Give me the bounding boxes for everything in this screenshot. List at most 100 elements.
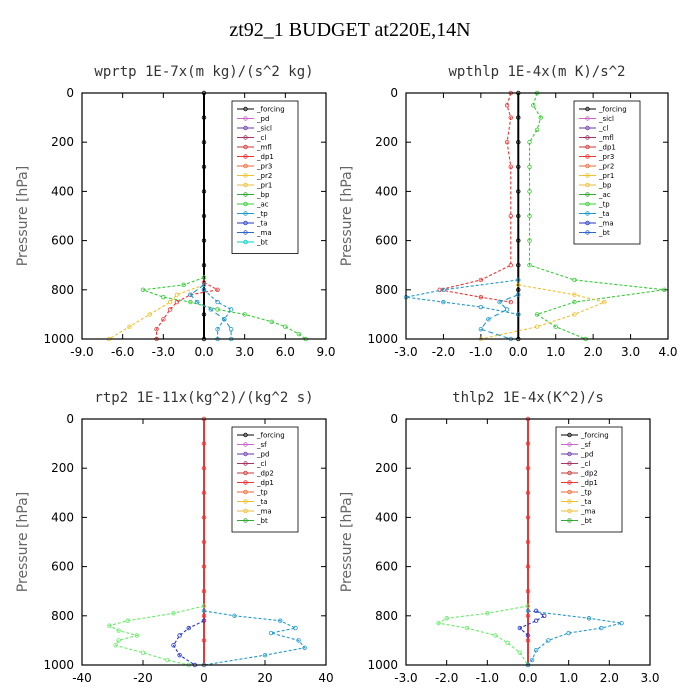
data-point (201, 312, 207, 317)
data-point (516, 139, 521, 145)
legend-label: _dp2 (256, 470, 274, 478)
data-point (517, 625, 523, 631)
legend-marker (243, 518, 248, 523)
data-point (436, 620, 441, 626)
x-tick-label: 3.0 (235, 345, 254, 359)
data-point (201, 466, 207, 471)
data-point (154, 326, 159, 332)
y-tick-label: 200 (51, 135, 74, 149)
y-tick-label: 600 (51, 560, 74, 574)
legend-marker (243, 442, 248, 447)
legend-marker (567, 461, 572, 466)
data-point (525, 466, 531, 471)
x-tick-label: 2.0 (584, 345, 603, 359)
data-point (533, 608, 539, 614)
data-point (116, 628, 121, 633)
legend-marker (243, 230, 248, 235)
data-point (586, 616, 592, 621)
legend-marker (585, 106, 590, 112)
legend-label: _forcing (580, 432, 609, 440)
legend-marker (585, 220, 590, 226)
legend-marker (243, 480, 248, 485)
y-tick-label: 600 (51, 234, 74, 248)
legend-marker (243, 211, 248, 216)
data-point (201, 613, 207, 618)
data-point (186, 625, 191, 631)
legend-label: _pr3 (598, 153, 614, 161)
x-tick-label: 6.0 (276, 345, 295, 359)
data-point (525, 633, 531, 638)
legend-label: _tp (256, 210, 268, 218)
x-tick-label: -1.0 (476, 671, 499, 685)
y-axis-label: Pressure [hPa] (15, 166, 31, 266)
data-point (485, 611, 490, 616)
data-point (232, 613, 237, 618)
legend-label: _bp (256, 191, 270, 199)
y-tick-label: 200 (375, 135, 398, 149)
data-point (201, 287, 207, 292)
legend-marker (243, 125, 248, 131)
data-point (201, 638, 207, 643)
legend-label: _tp (580, 489, 592, 497)
x-tick-label: -1.0 (469, 345, 492, 359)
data-point (107, 623, 112, 628)
legend-label: _ma (256, 508, 272, 516)
legend-marker (243, 508, 248, 514)
data-point (516, 213, 521, 219)
data-point (504, 307, 510, 312)
data-point (177, 633, 182, 638)
figure-title: zt92_1 BUDGET at220E,14N (229, 19, 470, 41)
data-point (161, 317, 166, 322)
legend-marker (567, 499, 572, 504)
y-axis-label: Pressure [hPa] (15, 492, 31, 592)
x-tick-label: -2.0 (435, 671, 458, 685)
series-line-dp1 (436, 605, 529, 666)
data-point (215, 307, 220, 312)
x-tick-label: 4.0 (658, 345, 677, 359)
data-point (525, 515, 531, 520)
data-point (478, 326, 484, 332)
data-point (516, 263, 521, 268)
legend-label: _pr2 (598, 163, 614, 171)
data-point (542, 613, 547, 618)
legend-marker (567, 442, 572, 447)
data-point (508, 299, 513, 305)
data-point (140, 650, 146, 655)
legend-marker (243, 135, 248, 140)
data-point (493, 633, 498, 638)
data-point (201, 490, 207, 495)
y-tick-label: 600 (375, 560, 398, 574)
series-line-tp (203, 610, 306, 666)
data-point (201, 603, 207, 609)
data-point (177, 652, 182, 658)
legend-label: _dp2 (580, 470, 598, 478)
data-point (201, 263, 207, 268)
data-point (508, 263, 513, 268)
data-point (516, 238, 521, 243)
legend-marker (243, 499, 248, 504)
series-line-tp (527, 610, 622, 666)
legend-marker (243, 182, 248, 188)
data-point (525, 441, 531, 446)
legend-label: _sicl (256, 125, 272, 133)
legend-label: _pr3 (256, 163, 272, 171)
legend-marker (243, 201, 248, 207)
data-point (504, 139, 510, 145)
legend-label: _dp1 (580, 479, 598, 487)
data-point (525, 603, 531, 609)
x-tick-label: 0.0 (518, 671, 537, 685)
data-point (508, 164, 513, 169)
data-point (181, 282, 186, 288)
legend-label: _ma (580, 508, 596, 516)
legend-label: _forcing (256, 432, 285, 440)
data-point (602, 299, 607, 305)
legend-label: _sf (256, 441, 267, 449)
data-point (662, 287, 667, 292)
data-point (228, 326, 234, 332)
data-point (525, 608, 531, 614)
data-point (201, 564, 207, 569)
legend-marker (567, 470, 572, 476)
y-tick-label: 200 (51, 461, 74, 475)
data-point (619, 620, 624, 626)
legend-label: _ma (256, 229, 272, 237)
